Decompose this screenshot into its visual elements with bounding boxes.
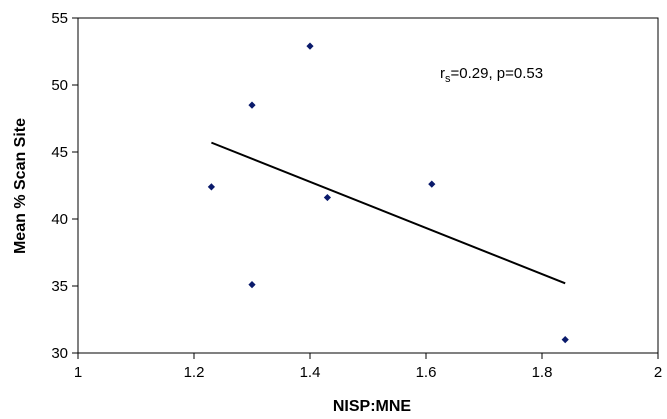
correlation-annotation: rs=0.29, p=0.53 <box>440 65 543 85</box>
annotation-r: r <box>440 65 445 82</box>
data-point <box>561 336 569 344</box>
data-point <box>428 180 436 188</box>
y-tick-label: 45 <box>51 144 68 161</box>
x-tick-label: 1.2 <box>184 364 205 381</box>
y-tick-label: 50 <box>51 77 68 94</box>
y-tick-label: 35 <box>51 278 68 295</box>
y-tick-label: 55 <box>51 10 68 27</box>
x-axis-title: NISP:MNE <box>333 398 412 414</box>
annotation-r-subscript: s <box>445 73 451 85</box>
data-point <box>248 281 256 289</box>
x-tick-label: 1.8 <box>532 364 553 381</box>
data-point <box>248 101 256 109</box>
trendline <box>211 141 566 285</box>
y-tick-label: 40 <box>51 211 68 228</box>
x-tick-label: 1 <box>74 364 82 381</box>
data-point <box>306 42 314 50</box>
x-tick-label: 2 <box>654 364 662 381</box>
x-tick-label: 1.6 <box>416 364 437 381</box>
plot-frame <box>77 17 659 354</box>
data-point <box>207 183 215 191</box>
y-axis-title: Mean % Scan Site <box>12 118 29 254</box>
annotation-statistics: =0.29, p=0.53 <box>451 65 544 82</box>
x-tick-label: 1.4 <box>300 364 321 381</box>
y-tick-label: 30 <box>51 345 68 362</box>
plot-area: 1 1.2 1.4 1.6 1.8 2 30 35 40 45 50 55 <box>51 10 662 381</box>
data-point <box>323 193 331 202</box>
